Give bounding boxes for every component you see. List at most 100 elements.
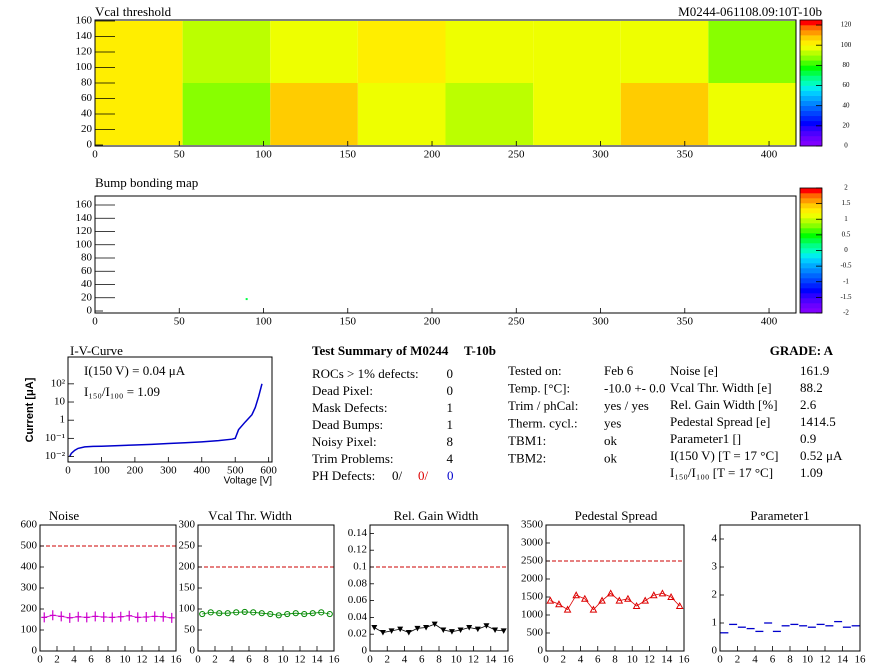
summary-value: 88.2 — [800, 380, 823, 395]
color-bar-cell — [800, 208, 822, 214]
z-tick-label: 0.5 — [842, 230, 851, 238]
x-tick-label: 12 — [295, 654, 306, 666]
x-tick-label: 16 — [679, 654, 691, 666]
x-tick-label: 12 — [137, 654, 148, 666]
color-bar-cell — [800, 193, 822, 199]
x-tick-label: 0 — [543, 654, 549, 666]
color-bar-cell — [800, 238, 822, 244]
color-bar-cell — [800, 70, 822, 76]
ph-value: 0/ — [418, 468, 429, 483]
x-tick-label: 6 — [419, 654, 425, 666]
x-tick-label: 0 — [717, 654, 723, 666]
y-tick-label: 1 — [712, 617, 718, 629]
summary-label: I(150 V) [T = 17 °C] — [670, 448, 778, 463]
marker — [216, 610, 223, 617]
y-tick-label: 10² — [51, 377, 66, 389]
y-tick-label: 40 — [81, 108, 93, 120]
y-tick-label: 0.06 — [348, 594, 368, 606]
marker — [49, 610, 56, 621]
x-tick-label: 200 — [127, 465, 144, 477]
y-tick-label: 300 — [21, 582, 38, 594]
marker — [555, 600, 563, 608]
x-tick-label: 0 — [367, 654, 373, 666]
color-bar-cell — [800, 40, 822, 46]
heatmap-cell — [533, 83, 621, 145]
color-bar-cell — [800, 35, 822, 41]
z-tick-label: 40 — [843, 101, 851, 109]
marker — [379, 630, 386, 636]
summary-label: ROCs > 1% defects: — [312, 366, 419, 381]
summary-label: Noise [e] — [670, 363, 718, 378]
color-bar-cell — [800, 80, 822, 86]
marker — [598, 596, 606, 604]
marker — [292, 610, 299, 617]
marker — [151, 611, 158, 622]
marker — [233, 609, 240, 616]
y-tick-label: 160 — [76, 199, 93, 211]
y-tick-label: 250 — [179, 540, 196, 552]
plot-area — [720, 620, 860, 634]
marker — [326, 610, 333, 618]
y-tick-label: 200 — [179, 561, 196, 573]
chart-title: Vcal Thr. Width — [208, 508, 292, 523]
marker — [267, 610, 274, 618]
heatmap-cell — [270, 21, 358, 83]
plot-area — [40, 545, 176, 623]
color-bar-cell — [800, 65, 822, 71]
y-tick-label: 400 — [21, 561, 38, 573]
marker — [258, 610, 265, 617]
heatmap-cell — [182, 83, 271, 145]
color-bar-cell — [800, 223, 822, 229]
z-tick-label: 100 — [841, 41, 852, 49]
marker — [309, 610, 316, 617]
x-tick-label: 16 — [171, 654, 183, 666]
marker — [199, 610, 206, 618]
marker — [667, 592, 675, 600]
y-tick-label: 300 — [179, 519, 196, 531]
x-tick-label: 14 — [661, 654, 673, 666]
x-tick-label: 6 — [770, 654, 776, 666]
summary-value: 161.9 — [800, 363, 829, 378]
marker — [126, 610, 133, 621]
y-tick-label: 100 — [179, 603, 196, 615]
x-tick-label: 16 — [503, 654, 515, 666]
marker — [572, 591, 581, 599]
color-bar-cell — [800, 233, 822, 239]
x-tick-label: 10 — [802, 654, 814, 666]
y-tick-label: 100 — [21, 624, 38, 636]
y-tick-label: 0 — [87, 305, 93, 317]
color-bar-cell — [800, 203, 822, 209]
chart-title: Rel. Gain Width — [394, 508, 479, 523]
y-tick-label: 0.12 — [348, 544, 367, 556]
chart-title: Pedestal Spread — [575, 508, 658, 523]
marker — [109, 612, 116, 623]
color-bar-cell — [800, 288, 822, 294]
x-tick-label: 8 — [612, 654, 618, 666]
x-tick-label: 12 — [820, 654, 831, 666]
heatmap-cell — [708, 83, 796, 145]
color-bar-cell — [800, 308, 822, 314]
color-bar-cell — [800, 278, 822, 284]
x-tick-label: 400 — [761, 149, 778, 161]
plot-frame — [94, 195, 797, 314]
z-tick-label: 1 — [844, 215, 848, 223]
z-tick-label: 0 — [844, 246, 848, 254]
x-tick-label: 100 — [93, 465, 110, 477]
summary-label: Trim Problems: — [312, 451, 394, 466]
color-bar-cell — [800, 100, 822, 106]
marker — [275, 612, 282, 619]
color-bar-cell — [800, 283, 822, 289]
marker — [207, 609, 214, 616]
y-tick-label: 10 — [54, 396, 66, 408]
heatmap-cell — [620, 21, 709, 83]
marker — [589, 605, 598, 613]
chart: Bump bonding map-2-1.5-1-0.500.511.520 50… — [76, 175, 853, 328]
chart-label: M0244-061108.09:10T-10b — [678, 4, 822, 19]
marker — [388, 628, 395, 634]
color-bar-cell — [800, 50, 822, 56]
x-tick-label: 100 — [255, 316, 272, 328]
y-tick-label: 0.04 — [348, 611, 368, 623]
